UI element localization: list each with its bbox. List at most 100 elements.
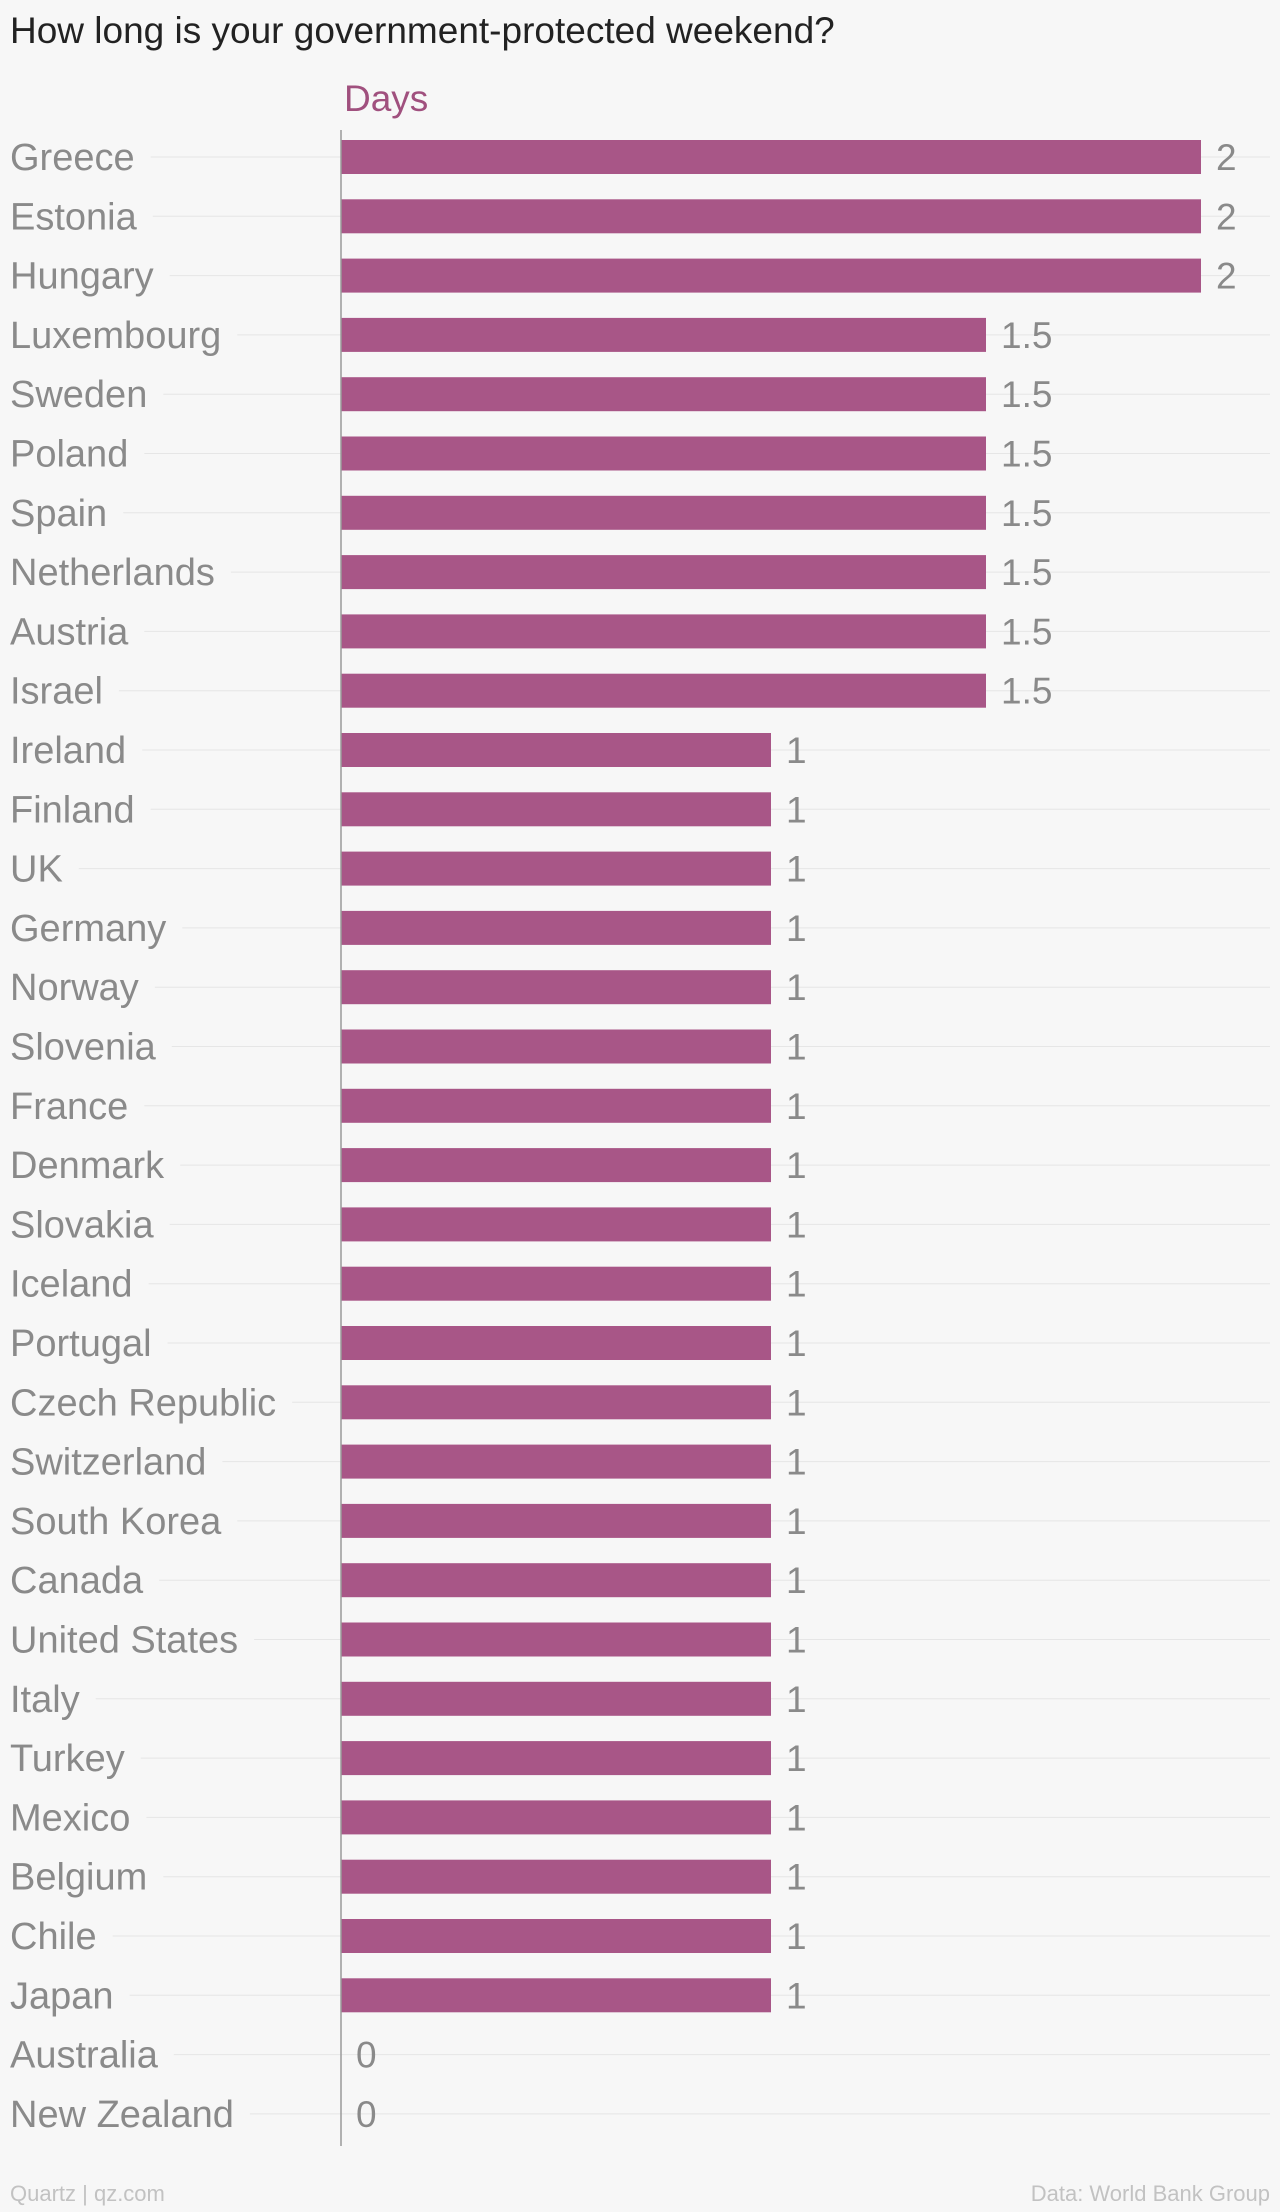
bar	[341, 970, 771, 1005]
bar	[341, 1563, 771, 1598]
bar	[341, 1029, 771, 1064]
bar	[341, 140, 1201, 174]
bar	[341, 1266, 771, 1301]
category-label: United States	[10, 1620, 238, 1662]
value-label: 1	[786, 1916, 807, 1957]
category-label: New Zealand	[10, 2094, 234, 2136]
category-label: Japan	[10, 1975, 114, 2017]
bar	[341, 436, 986, 471]
value-label: 1	[786, 908, 807, 949]
value-label: 1	[786, 1738, 807, 1779]
value-label: 1	[786, 1620, 807, 1661]
bar	[341, 614, 986, 649]
bar	[341, 1919, 771, 1953]
value-label: 1.5	[1001, 552, 1052, 593]
value-label: 1	[786, 789, 807, 830]
value-label: 1	[786, 1857, 807, 1898]
category-label: Slovakia	[10, 1204, 154, 1246]
bar	[341, 199, 1201, 234]
value-label: 1.5	[1001, 611, 1052, 652]
bar	[341, 1681, 771, 1716]
category-label: Austria	[10, 611, 129, 653]
value-label: 2	[1216, 196, 1237, 237]
value-label: 1	[786, 1145, 807, 1186]
category-label: Netherlands	[10, 552, 215, 594]
footer-source: Data: World Bank Group	[1030, 2181, 1270, 2206]
bar	[341, 555, 986, 590]
value-label: 2	[1216, 137, 1237, 178]
category-label: Chile	[10, 1916, 97, 1958]
bar	[341, 1800, 771, 1835]
category-label: Germany	[10, 908, 166, 950]
value-label: 1	[786, 1086, 807, 1127]
series-label: Days	[344, 78, 428, 119]
value-label: 1	[786, 1560, 807, 1601]
bar	[341, 1385, 771, 1420]
category-label: Norway	[10, 967, 139, 1009]
value-label: 1	[786, 1027, 807, 1068]
category-label: Luxembourg	[10, 315, 221, 357]
category-label: UK	[10, 849, 63, 891]
category-label: Finland	[10, 789, 135, 831]
value-label: 2	[1216, 256, 1237, 297]
category-label: Mexico	[10, 1797, 130, 1839]
value-label: 1.5	[1001, 374, 1052, 415]
bar	[341, 317, 986, 352]
category-label: Estonia	[10, 196, 138, 238]
bar	[341, 1978, 771, 2013]
bar	[341, 1741, 771, 1776]
value-label: 1	[786, 1501, 807, 1542]
category-label: Australia	[10, 2035, 159, 2077]
category-label: Belgium	[10, 1857, 147, 1899]
category-label: South Korea	[10, 1501, 222, 1543]
value-label: 1	[786, 1679, 807, 1720]
value-label: 0	[356, 2035, 377, 2076]
bar	[341, 1088, 771, 1123]
category-label: Czech Republic	[10, 1382, 276, 1424]
category-label: Poland	[10, 434, 128, 476]
bar	[341, 377, 986, 412]
bar	[341, 733, 771, 767]
category-label: Switzerland	[10, 1442, 206, 1484]
bar	[341, 1148, 771, 1183]
bar	[341, 910, 771, 945]
bar	[341, 495, 986, 530]
value-label: 1	[786, 1323, 807, 1364]
chart-title: How long is your government-protected we…	[10, 10, 835, 51]
category-label: Sweden	[10, 374, 147, 416]
value-label: 1.5	[1001, 315, 1052, 356]
value-label: 1.5	[1001, 671, 1052, 712]
category-label: Israel	[10, 671, 103, 713]
value-label: 1	[786, 1204, 807, 1245]
category-label: Slovenia	[10, 1027, 157, 1069]
category-label: Denmark	[10, 1145, 165, 1187]
value-label: 1	[786, 849, 807, 890]
bar	[341, 1207, 771, 1242]
bar	[341, 851, 771, 886]
bar	[341, 1503, 771, 1538]
category-label: Spain	[10, 493, 107, 535]
bar	[341, 1859, 771, 1894]
bar	[341, 1444, 771, 1479]
category-label: Greece	[10, 137, 135, 179]
value-label: 1	[786, 730, 807, 771]
category-label: Portugal	[10, 1323, 152, 1365]
value-label: 1.5	[1001, 493, 1052, 534]
bar	[341, 792, 771, 827]
category-label: Hungary	[10, 256, 154, 298]
category-label: Canada	[10, 1560, 144, 1602]
value-label: 1	[786, 1382, 807, 1423]
category-label: Ireland	[10, 730, 126, 772]
bar	[341, 258, 1201, 293]
value-label: 1	[786, 967, 807, 1008]
footer-credit: Quartz | qz.com	[10, 2181, 165, 2206]
category-label: France	[10, 1086, 128, 1128]
value-label: 1.5	[1001, 434, 1052, 475]
value-label: 1	[786, 1264, 807, 1305]
category-label: Italy	[10, 1679, 80, 1721]
bar	[341, 1622, 771, 1657]
value-label: 0	[356, 2094, 377, 2135]
category-label: Iceland	[10, 1264, 133, 1306]
value-label: 1	[786, 1797, 807, 1838]
